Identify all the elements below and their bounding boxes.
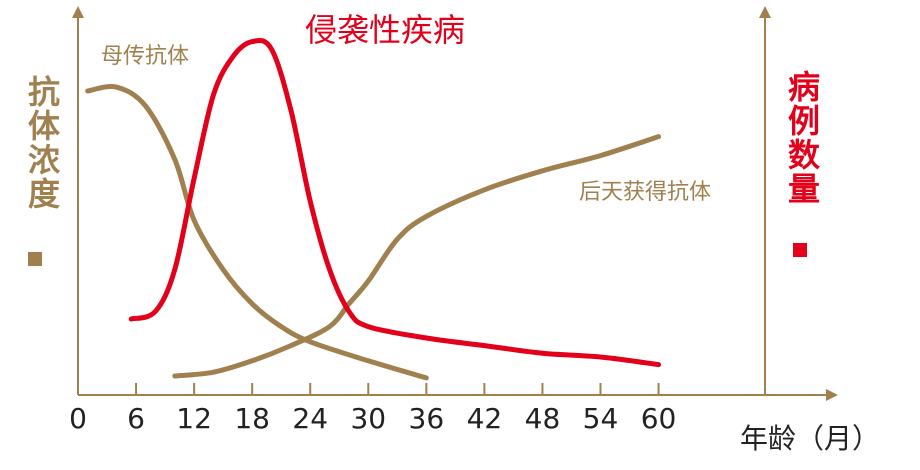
y2-label: 病例数量 (783, 70, 821, 206)
x-label: 年龄（月） (740, 422, 880, 455)
y2-marker (793, 243, 807, 257)
x-tick-label: 12 (176, 402, 212, 435)
series-label: 后天获得抗体 (579, 180, 711, 205)
chart-title: 侵袭性疾病 (305, 11, 465, 49)
x-tick-label: 36 (409, 402, 445, 435)
series-line (85, 84, 429, 381)
series-line (128, 37, 662, 368)
x-tick-label: 60 (641, 402, 677, 435)
y-marker (28, 252, 42, 266)
x-tick-label: 42 (467, 402, 503, 435)
x-tick-label: 54 (583, 402, 619, 435)
x-tick-label: 6 (127, 402, 145, 435)
x-arrow (826, 389, 838, 401)
x-tick-label: 30 (350, 402, 386, 435)
x-tick-label: 48 (525, 402, 561, 435)
series-label: 母传抗体 (101, 44, 189, 69)
x-tick-label: 18 (234, 402, 270, 435)
x-tick-label: 0 (69, 402, 87, 435)
series-line (172, 134, 662, 379)
y-arrow (72, 6, 84, 18)
x-tick-label: 24 (292, 402, 328, 435)
y2-arrow (759, 6, 771, 18)
y-label: 抗体浓度 (23, 74, 61, 211)
